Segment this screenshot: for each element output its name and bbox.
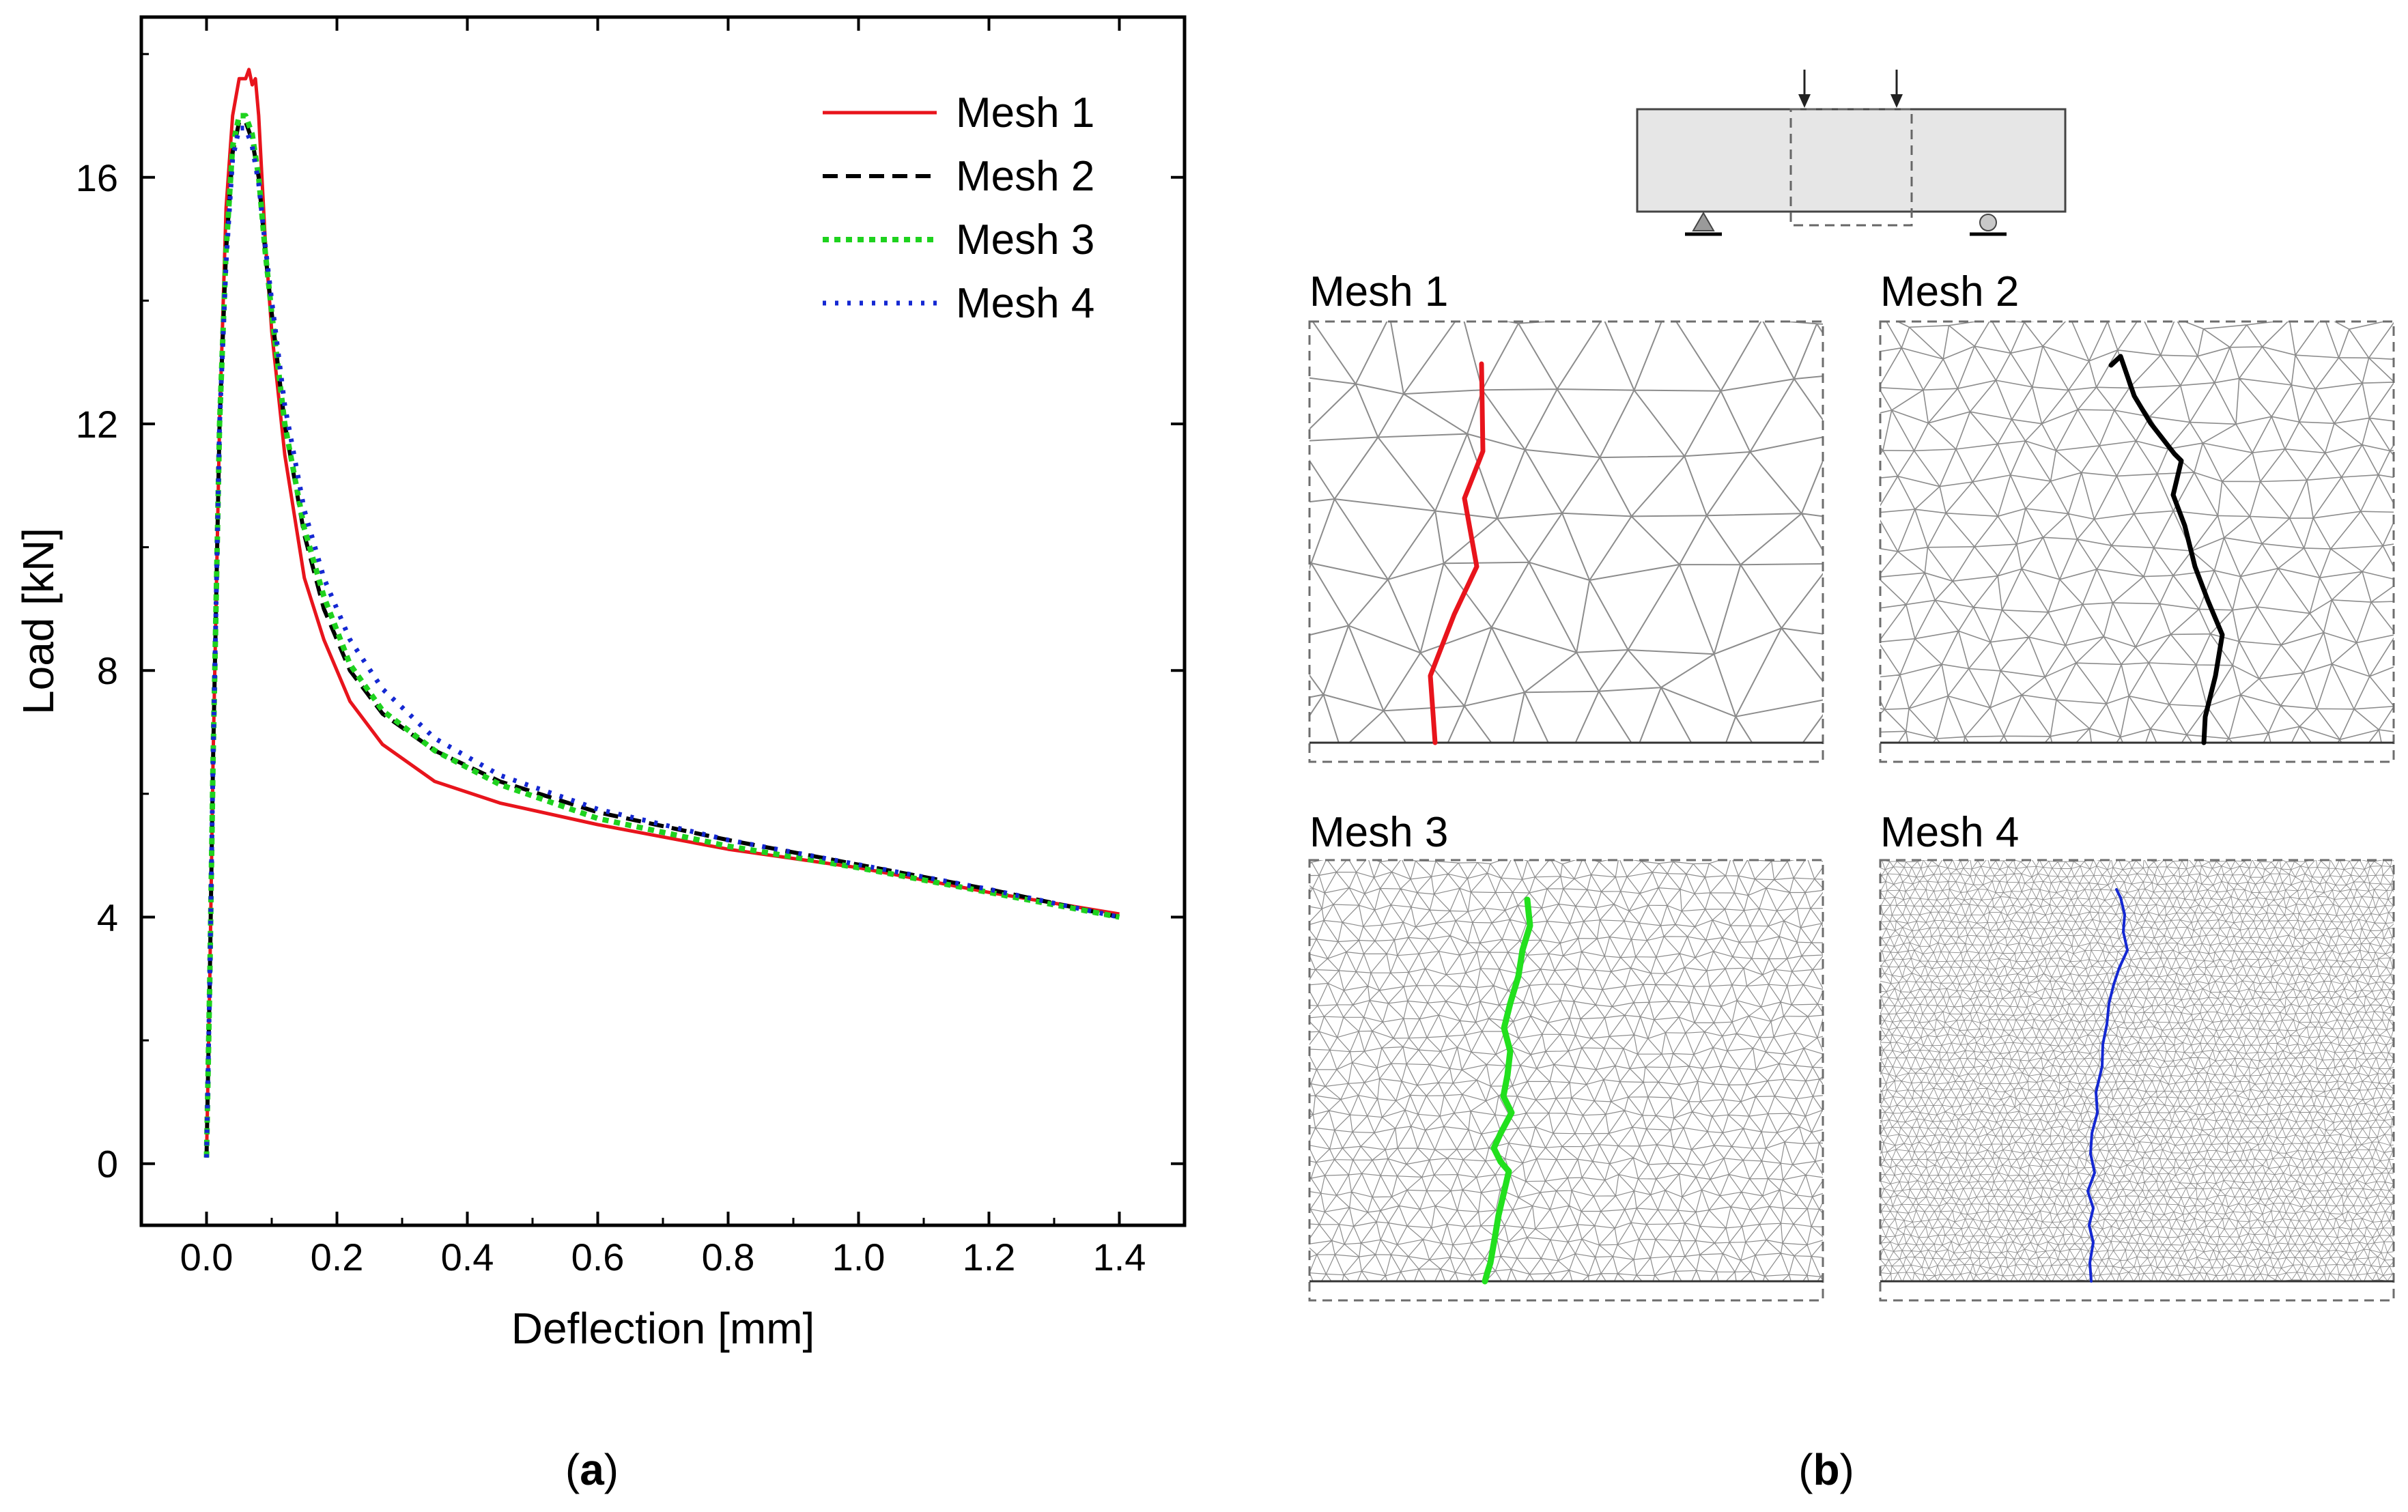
roller-support-icon <box>1970 214 2007 236</box>
series-line-mesh-2 <box>204 119 1120 1158</box>
y-tick-label: 16 <box>76 156 118 199</box>
pin-support-icon <box>1685 211 1722 236</box>
series-line-mesh-3 <box>203 113 1120 1158</box>
legend-label: Mesh 3 <box>956 216 1094 263</box>
legend-label: Mesh 2 <box>956 153 1094 200</box>
crack-path <box>2108 354 2225 745</box>
x-tick-label: 1.2 <box>963 1236 1016 1279</box>
mesh-panel-label: Mesh 1 <box>1309 268 1448 315</box>
legend: Mesh 1 Mesh 2 Mesh 3 Mesh 4 <box>823 89 1094 327</box>
mesh-panel-label: Mesh 3 <box>1309 809 1448 856</box>
y-tick-label: 0 <box>97 1143 118 1186</box>
x-tick-label: 1.4 <box>1093 1236 1146 1279</box>
x-tick-label: 1.0 <box>832 1236 886 1279</box>
crack-path <box>1482 896 1533 1285</box>
mesh-panels: Mesh 1 Mesh 2 Mesh 3 Mesh 4 <box>1308 268 2395 1302</box>
mesh-panel-4: Mesh 4 <box>1879 809 2395 1302</box>
y-axis-ticks: 0 4 8 12 16 <box>76 53 1185 1186</box>
down-arrow-icon <box>1890 70 1903 108</box>
mesh-boundary <box>1308 859 1824 1302</box>
series-line-mesh-4 <box>204 126 1120 1158</box>
mesh-panel-2: Mesh 2 <box>1879 268 2395 763</box>
crack-path <box>1428 361 1486 745</box>
mesh-edges <box>1880 322 2394 743</box>
legend-label: Mesh 1 <box>956 89 1094 137</box>
x-axis-ticks: 0.0 0.2 0.4 0.6 0.8 1.0 1.2 1.4 <box>180 17 1146 1279</box>
down-arrow-icon <box>1798 70 1811 108</box>
x-tick-label: 0.2 <box>311 1236 364 1279</box>
y-tick-label: 12 <box>76 403 118 446</box>
crack-path <box>2086 888 2129 1283</box>
series-lines <box>203 68 1120 1158</box>
mesh-panel-1: Mesh 1 <box>1308 268 1824 763</box>
mesh-triangulation <box>1309 860 1823 1281</box>
mesh-edges <box>1880 860 2394 1281</box>
mesh-edges <box>1309 322 1823 743</box>
caption-a: (a) <box>565 1445 619 1494</box>
x-axis-label: Deflection [mm] <box>511 1304 815 1353</box>
beam-diagram <box>1636 70 2067 236</box>
y-tick-label: 4 <box>97 896 118 939</box>
mesh-triangulation <box>1880 860 2394 1281</box>
x-tick-label: 0.8 <box>702 1236 755 1279</box>
mesh-panel-label: Mesh 4 <box>1880 809 2019 856</box>
mesh-boundary <box>1308 320 1824 763</box>
x-tick-label: 0.6 <box>571 1236 625 1279</box>
mesh-edges <box>1309 860 1823 1281</box>
x-tick-label: 0.4 <box>441 1236 494 1279</box>
mesh-panel-3: Mesh 3 <box>1308 809 1824 1302</box>
mesh-boundary <box>1879 320 2395 763</box>
mesh-triangulation <box>1880 322 2394 743</box>
beam-body <box>1636 108 2067 213</box>
caption-b: (b) <box>1798 1445 1854 1494</box>
legend-label: Mesh 4 <box>956 280 1094 327</box>
mesh-triangulation <box>1309 322 1823 743</box>
y-axis-label: Load [kN] <box>14 528 63 715</box>
mesh-panel-label: Mesh 2 <box>1880 268 2019 315</box>
y-tick-label: 8 <box>97 649 118 692</box>
beam-detail-region <box>1789 108 1913 227</box>
mesh-boundary <box>1879 859 2395 1302</box>
x-tick-label: 0.0 <box>180 1236 233 1279</box>
